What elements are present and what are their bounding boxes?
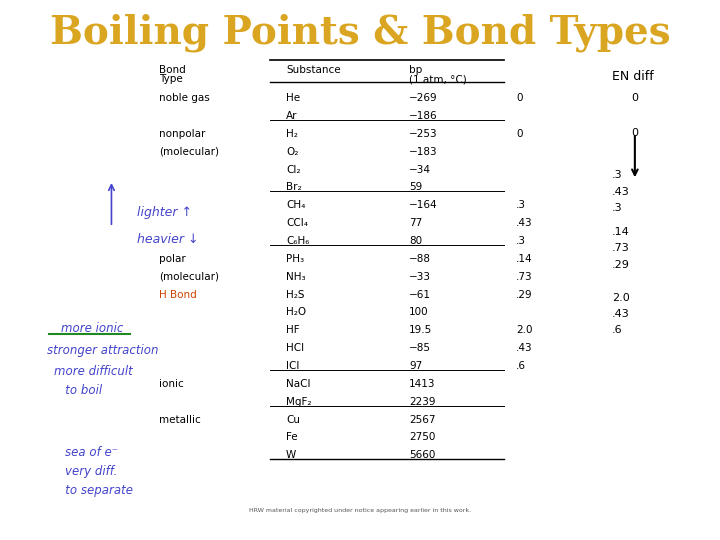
- Text: 1413: 1413: [409, 379, 436, 389]
- Text: Type: Type: [159, 75, 183, 84]
- Text: .3: .3: [516, 200, 526, 211]
- Text: ICl: ICl: [286, 361, 300, 371]
- Text: 0: 0: [516, 93, 523, 103]
- Text: (molecular): (molecular): [159, 147, 219, 157]
- Text: sea of e⁻: sea of e⁻: [65, 446, 118, 460]
- Text: .3: .3: [612, 204, 622, 213]
- Text: −85: −85: [409, 343, 431, 353]
- Text: more difficult: more difficult: [54, 365, 132, 379]
- Text: −186: −186: [409, 111, 438, 121]
- Text: stronger attraction: stronger attraction: [47, 343, 158, 357]
- Text: H₂: H₂: [286, 129, 298, 139]
- Text: −253: −253: [409, 129, 438, 139]
- Text: bp: bp: [409, 65, 423, 75]
- Text: (molecular): (molecular): [159, 272, 219, 282]
- Text: NH₃: NH₃: [286, 272, 306, 282]
- Text: H₂S: H₂S: [286, 289, 305, 300]
- Text: 59: 59: [409, 183, 423, 192]
- Text: Cu: Cu: [286, 415, 300, 424]
- Text: ionic: ionic: [159, 379, 184, 389]
- Text: 0: 0: [631, 93, 639, 103]
- Text: −34: −34: [409, 165, 431, 174]
- Text: MgF₂: MgF₂: [286, 397, 312, 407]
- Text: EN diff: EN diff: [612, 70, 653, 83]
- Text: Substance: Substance: [286, 65, 341, 75]
- Text: 0: 0: [516, 129, 523, 139]
- Text: 2567: 2567: [409, 415, 436, 424]
- Text: more ionic: more ionic: [61, 322, 124, 335]
- Text: nonpolar: nonpolar: [159, 129, 205, 139]
- Text: .43: .43: [516, 343, 533, 353]
- Text: −88: −88: [409, 254, 431, 264]
- Text: PH₃: PH₃: [286, 254, 305, 264]
- Text: .43: .43: [612, 309, 629, 319]
- Text: 2239: 2239: [409, 397, 436, 407]
- Text: −269: −269: [409, 93, 438, 103]
- Text: (1 atm, °C): (1 atm, °C): [409, 75, 467, 84]
- Text: to separate: to separate: [54, 484, 133, 497]
- Text: O₂: O₂: [286, 147, 299, 157]
- Text: W: W: [286, 450, 297, 460]
- Text: HCl: HCl: [286, 343, 305, 353]
- Text: 19.5: 19.5: [409, 325, 433, 335]
- Text: .14: .14: [516, 254, 533, 264]
- Text: .43: .43: [612, 187, 629, 197]
- Text: CCl₄: CCl₄: [286, 218, 308, 228]
- Text: 0: 0: [631, 128, 639, 138]
- Text: metallic: metallic: [159, 415, 201, 424]
- Text: He: He: [286, 93, 300, 103]
- Text: .14: .14: [612, 227, 629, 237]
- Text: H₂O: H₂O: [286, 307, 306, 318]
- Text: .3: .3: [612, 171, 622, 180]
- Text: polar: polar: [159, 254, 186, 264]
- Text: 100: 100: [409, 307, 429, 318]
- Text: noble gas: noble gas: [159, 93, 210, 103]
- Text: NaCl: NaCl: [286, 379, 310, 389]
- Text: −164: −164: [409, 200, 438, 211]
- Text: HF: HF: [286, 325, 300, 335]
- Text: 2750: 2750: [409, 433, 436, 442]
- Text: HRW material copyrighted under notice appearing earlier in this work.: HRW material copyrighted under notice ap…: [249, 508, 471, 513]
- Text: 80: 80: [409, 236, 423, 246]
- Text: .73: .73: [612, 243, 629, 253]
- Text: −61: −61: [409, 289, 431, 300]
- Text: Br₂: Br₂: [286, 183, 302, 192]
- Text: heavier ↓: heavier ↓: [137, 233, 198, 246]
- Text: .29: .29: [612, 260, 629, 269]
- Text: very diff.: very diff.: [65, 465, 117, 478]
- Text: .6: .6: [612, 326, 622, 335]
- Text: C₆H₆: C₆H₆: [286, 236, 310, 246]
- Text: Cl₂: Cl₂: [286, 165, 301, 174]
- Text: .6: .6: [516, 361, 526, 371]
- Text: .43: .43: [516, 218, 533, 228]
- Text: −33: −33: [409, 272, 431, 282]
- Text: 2.0: 2.0: [516, 325, 533, 335]
- Text: 77: 77: [409, 218, 423, 228]
- Text: .29: .29: [516, 289, 533, 300]
- Text: 5660: 5660: [409, 450, 436, 460]
- Text: H Bond: H Bond: [159, 289, 197, 300]
- Text: 97: 97: [409, 361, 423, 371]
- Text: 2.0: 2.0: [612, 293, 629, 302]
- Text: .3: .3: [516, 236, 526, 246]
- Text: CH₄: CH₄: [286, 200, 305, 211]
- Text: Bond: Bond: [159, 65, 186, 75]
- Text: .73: .73: [516, 272, 533, 282]
- Text: −183: −183: [409, 147, 438, 157]
- Text: to boil: to boil: [54, 384, 102, 397]
- Text: Fe: Fe: [286, 433, 298, 442]
- Text: Boiling Points & Bond Types: Boiling Points & Bond Types: [50, 13, 670, 52]
- Text: Ar: Ar: [286, 111, 297, 121]
- Text: lighter ↑: lighter ↑: [137, 206, 192, 219]
